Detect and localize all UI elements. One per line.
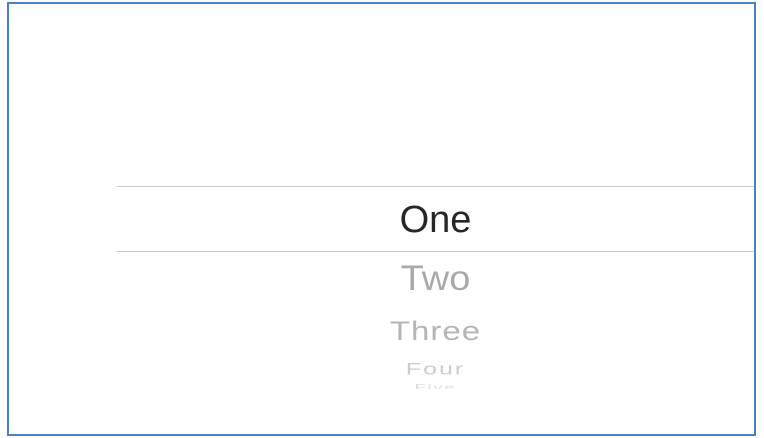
picker-option[interactable]: Two xyxy=(400,259,471,299)
picker-option-selected[interactable]: One xyxy=(399,199,472,241)
picker-option[interactable]: Three xyxy=(389,315,482,346)
picker-option[interactable]: Four xyxy=(405,359,466,379)
picker-option[interactable]: Five xyxy=(414,383,457,389)
wheel-picker[interactable]: One Two Three Four Five xyxy=(117,4,754,434)
selection-indicator-top-line xyxy=(117,186,754,187)
picker-container: One Two Three Four Five xyxy=(7,2,756,436)
selection-indicator-bottom-line xyxy=(117,251,754,252)
